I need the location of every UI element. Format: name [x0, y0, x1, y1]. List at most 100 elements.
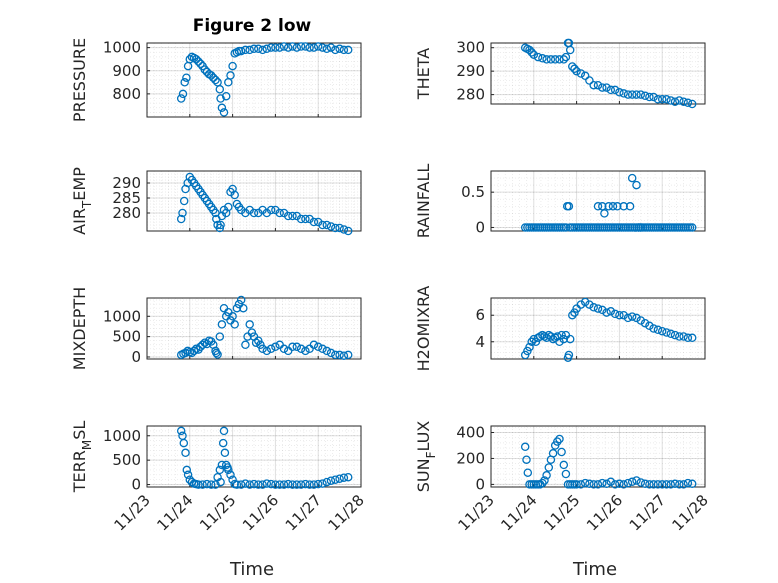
data-point	[343, 472, 353, 482]
data-point	[565, 45, 575, 55]
data-point	[262, 346, 272, 356]
data-point	[540, 476, 549, 485]
data-point	[305, 480, 314, 489]
data-point	[202, 479, 212, 489]
data-point	[249, 208, 259, 218]
data-point	[245, 45, 254, 55]
data-point	[343, 350, 353, 360]
data-point	[301, 42, 310, 51]
data-point	[632, 313, 641, 323]
data-point	[548, 449, 558, 458]
data-point	[636, 90, 646, 99]
x-tick-label: 11/27	[626, 491, 669, 534]
data-point	[279, 42, 289, 51]
panel-1: 800 900 1000 PRESSURE	[70, 38, 362, 122]
y-axis-label: RAINFALL	[414, 164, 433, 239]
data-point	[619, 480, 628, 489]
data-point	[662, 328, 671, 337]
data-point	[292, 43, 302, 52]
data-point	[610, 480, 620, 489]
data-point	[313, 479, 323, 489]
data-point	[657, 326, 667, 336]
data-point	[632, 180, 641, 190]
data-point	[585, 300, 594, 309]
data-point	[623, 90, 633, 99]
data-point	[194, 480, 203, 489]
data-point	[296, 42, 306, 51]
data-point	[546, 332, 556, 341]
data-point	[670, 330, 680, 340]
data-point	[608, 202, 618, 211]
data-point	[580, 71, 590, 81]
data-point	[565, 334, 575, 344]
y-tick-label: 285	[112, 189, 141, 207]
data-point	[540, 332, 549, 341]
data-point	[301, 214, 310, 224]
data-point	[335, 223, 344, 233]
data-point	[602, 83, 611, 92]
data-point	[183, 470, 193, 480]
data-point	[331, 350, 340, 360]
data-point	[683, 333, 693, 343]
data-point	[176, 94, 186, 103]
data-point	[326, 43, 336, 52]
data-point	[645, 321, 654, 331]
data-point	[331, 223, 340, 233]
data-point	[296, 344, 306, 354]
data-point	[662, 480, 671, 489]
data-point	[245, 320, 254, 329]
data-point	[666, 96, 676, 105]
data-point	[615, 310, 624, 320]
data-point	[538, 54, 547, 63]
data-point	[670, 479, 680, 489]
y-tick-label: 300	[456, 39, 485, 57]
data-point	[230, 190, 239, 200]
data-point	[326, 476, 336, 485]
data-point	[589, 480, 598, 489]
data-point	[275, 43, 284, 52]
data-point	[610, 85, 620, 95]
data-point	[262, 44, 272, 54]
data-point	[254, 480, 263, 489]
data-point	[258, 480, 267, 489]
data-point	[523, 468, 533, 477]
data-point	[559, 460, 569, 470]
data-point	[627, 173, 637, 183]
data-point	[249, 44, 259, 54]
data-point	[585, 479, 594, 489]
data-point	[296, 214, 306, 224]
y-tick-label: 280	[112, 204, 141, 222]
data-point	[580, 478, 590, 488]
data-point	[670, 97, 680, 106]
data-point	[598, 478, 607, 488]
data-point	[258, 45, 267, 55]
panel-7: 0 500 1000 TERRMSL 11/23 11/24 11/25 11/26 11/27…	[70, 421, 368, 535]
data-point	[615, 88, 624, 97]
data-point	[645, 92, 654, 102]
data-point	[185, 54, 195, 64]
data-point	[305, 43, 314, 52]
data-point	[606, 85, 616, 95]
data-point	[602, 479, 611, 489]
data-point	[559, 55, 569, 64]
data-point	[241, 340, 250, 350]
panel-5: 0 500 1000 MIXDEPTH	[70, 287, 362, 370]
data-point	[178, 208, 187, 218]
data-point	[544, 463, 554, 472]
data-point	[178, 89, 188, 99]
data-point	[538, 478, 547, 488]
data-point	[200, 65, 210, 74]
data-point	[610, 309, 620, 319]
data-point	[593, 480, 603, 489]
data-point	[653, 325, 663, 335]
data-point	[335, 350, 344, 360]
data-point	[619, 89, 628, 98]
data-point	[649, 324, 658, 333]
data-point	[275, 480, 284, 489]
data-point	[322, 220, 332, 230]
data-point	[604, 202, 613, 211]
data-point	[331, 45, 340, 55]
data-point	[576, 300, 586, 309]
